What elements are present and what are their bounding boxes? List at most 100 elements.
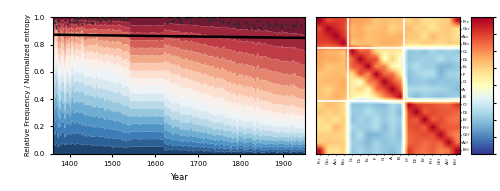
Point (71, 21, 79, 24)
Point (170, 16, 178, 19)
Point (276, 23, 284, 26)
Point (256, 27, 264, 30)
Point (119, 17, 127, 20)
Point (162, 16, 170, 19)
Point (205, 16, 213, 19)
Point (187, 21, 195, 24)
Point (233, 26, 241, 29)
Point (272, 22, 280, 25)
Point (229, 22, 237, 25)
Point (206, 19, 214, 22)
Point (182, 17, 190, 20)
Point (278, 23, 286, 26)
Point (50, 20, 58, 23)
Y-axis label: Relative Frequency / Normalized entropy: Relative Frequency / Normalized entropy (25, 15, 31, 156)
Point (103, 18, 111, 21)
Point (124, 17, 132, 20)
Point (276, 27, 284, 30)
Point (162, 16, 170, 19)
Point (92, 19, 100, 22)
Point (122, 16, 130, 19)
Point (170, 18, 178, 21)
Point (118, 17, 126, 20)
Point (113, 17, 121, 20)
Point (186, 18, 194, 21)
Point (174, 17, 182, 20)
Point (278, 26, 285, 29)
Point (288, 24, 296, 27)
Point (160, 16, 168, 19)
Point (241, 21, 249, 24)
Point (75, 16, 83, 19)
Point (162, 22, 170, 25)
Point (216, 19, 224, 22)
Point (76, 21, 84, 24)
Point (297, 24, 305, 27)
Point (112, 17, 120, 20)
Point (53, 18, 61, 21)
Point (80, 16, 88, 19)
Point (219, 21, 227, 24)
Point (266, 23, 274, 26)
Point (118, 16, 126, 19)
Point (190, 16, 198, 19)
Point (74, 16, 82, 19)
Point (100, 16, 108, 19)
Point (220, 18, 228, 21)
Point (244, 23, 252, 26)
Point (212, 19, 220, 22)
Point (284, 28, 292, 31)
Point (227, 18, 235, 21)
Point (259, 22, 267, 25)
Point (52, 26, 60, 29)
Point (208, 18, 216, 21)
Point (250, 23, 258, 26)
Point (254, 20, 262, 23)
Point (292, 23, 300, 27)
Point (234, 19, 242, 23)
Point (106, 20, 114, 23)
Point (250, 27, 258, 30)
Point (89, 22, 97, 25)
Point (288, 25, 296, 28)
Point (263, 22, 271, 25)
Point (204, 17, 212, 20)
Point (292, 20, 300, 23)
Point (88, 22, 96, 25)
Point (96, 19, 104, 22)
Point (52, 25, 60, 28)
Point (178, 21, 186, 24)
Point (83, 16, 91, 19)
Point (236, 24, 244, 27)
Point (204, 20, 212, 23)
Point (106, 18, 114, 21)
Point (250, 25, 258, 28)
Point (122, 17, 130, 20)
Point (273, 22, 281, 25)
Point (168, 19, 176, 22)
Point (210, 17, 218, 20)
Point (176, 19, 184, 22)
Point (269, 26, 277, 29)
Point (50, 21, 58, 24)
Point (226, 20, 234, 23)
Point (177, 16, 185, 19)
Point (234, 22, 242, 25)
Point (253, 20, 261, 23)
Point (70, 20, 78, 23)
Point (212, 16, 220, 19)
Point (232, 22, 240, 25)
Point (64, 19, 72, 23)
Point (224, 21, 232, 24)
Point (242, 21, 250, 24)
Point (96, 20, 104, 23)
Point (181, 17, 189, 20)
Point (82, 21, 90, 24)
Point (271, 24, 279, 27)
Point (179, 16, 187, 19)
Point (264, 24, 272, 27)
Point (290, 25, 298, 28)
Point (66, 21, 74, 24)
Point (74, 19, 82, 22)
Point (64, 23, 72, 26)
